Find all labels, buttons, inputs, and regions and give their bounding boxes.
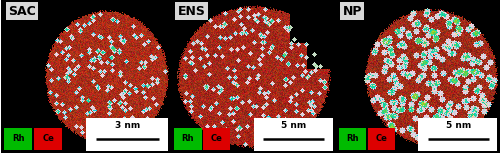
Bar (418, 118, 496, 151)
Text: Rh: Rh (182, 134, 194, 143)
Text: 5 nm: 5 nm (446, 121, 471, 130)
Bar (86, 118, 168, 151)
Bar (4, 128, 32, 150)
Text: Rh: Rh (346, 134, 359, 143)
Text: ENS: ENS (178, 5, 206, 18)
Bar (340, 128, 366, 150)
Bar (203, 128, 230, 150)
Text: Ce: Ce (211, 134, 222, 143)
Text: 5 nm: 5 nm (282, 121, 306, 130)
Text: SAC: SAC (8, 5, 36, 18)
Text: Ce: Ce (376, 134, 388, 143)
Text: 3 nm: 3 nm (115, 121, 140, 130)
Bar (368, 128, 395, 150)
Bar (254, 118, 332, 151)
Bar (174, 128, 202, 150)
Text: Rh: Rh (12, 134, 24, 143)
Bar (34, 128, 62, 150)
Text: Ce: Ce (42, 134, 54, 143)
Text: NP: NP (342, 5, 362, 18)
